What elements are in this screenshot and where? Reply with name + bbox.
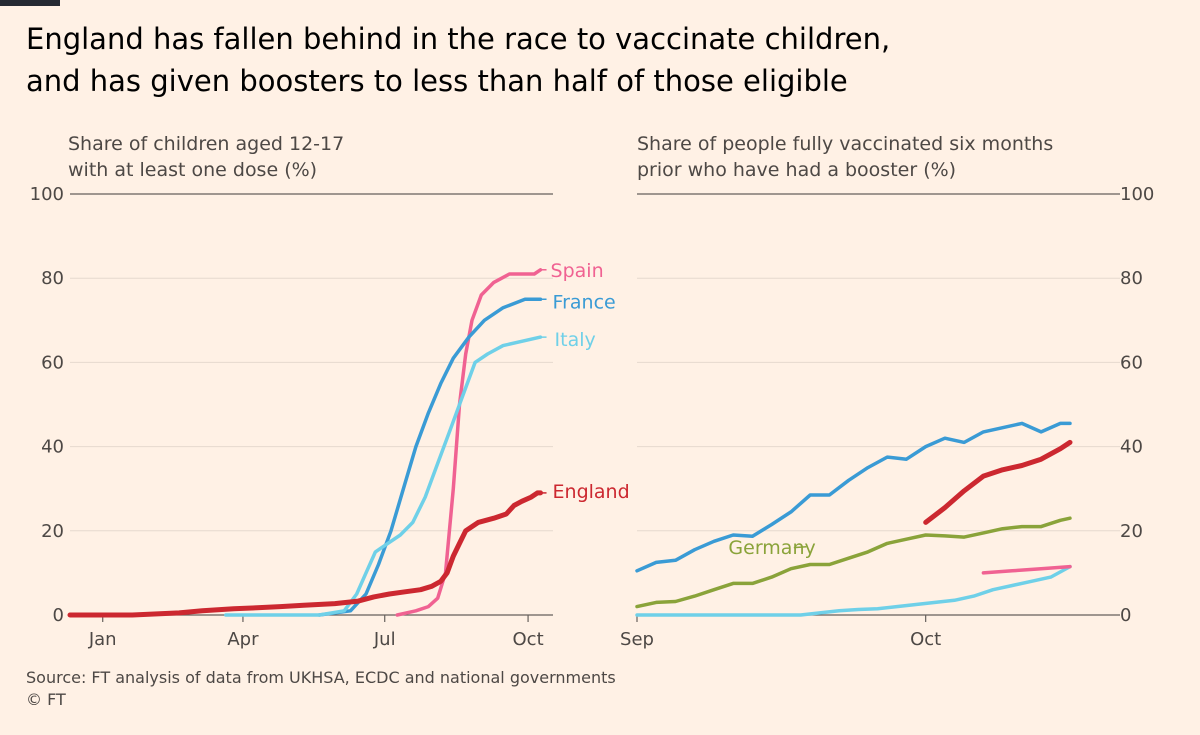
right-x-tick-label-oct: Oct (910, 629, 941, 650)
left-y-tick-label-100: 100 (30, 184, 64, 205)
right-y-tick-label-20: 20 (1120, 521, 1143, 542)
right-series-line-series-2 (923, 439, 1073, 525)
right-chart-subtitle-line-2: prior who have had a booster (%) (637, 159, 957, 181)
copyright: © FT (26, 690, 66, 709)
left-series-line-italy (224, 335, 543, 617)
top-bar (0, 0, 60, 6)
left-x-tick-label-jan: Jan (88, 629, 117, 650)
left-x-tick-label-apr: Apr (227, 629, 259, 650)
headline: England has fallen behind in the race to… (26, 18, 1176, 102)
left-y-tick-label-60: 60 (41, 352, 64, 373)
left-y-tick-label-0: 0 (53, 605, 64, 626)
left-x-tick-label-oct: Oct (513, 629, 544, 650)
left-x-tick-label-jul: Jul (373, 629, 396, 650)
left-series-label-england: England (553, 481, 630, 503)
right-y-tick-label-60: 60 (1120, 352, 1143, 373)
left-series-line-spain (395, 268, 543, 617)
left-y-tick-label-80: 80 (41, 268, 64, 289)
left-y-tick-label-40: 40 (41, 437, 64, 458)
left-y-tick-label-20: 20 (41, 521, 64, 542)
right-y-tick-label-40: 40 (1120, 437, 1143, 458)
right-series-line-series-3 (635, 564, 1072, 617)
right-series-label-germany: Germany (728, 537, 815, 559)
right-series-line-germany (635, 516, 1072, 609)
headline-line-1: England has fallen behind in the race to… (26, 22, 891, 56)
right-y-tick-label-80: 80 (1120, 268, 1143, 289)
right-x-tick-label-sep: Sep (620, 629, 654, 650)
left-series-label-france: France (553, 291, 616, 313)
left-series-line-france (317, 297, 543, 617)
left-series-line-england (67, 490, 543, 618)
right-series-line-series-0 (635, 421, 1072, 573)
right-chart-subtitle-line-1: Share of people fully vaccinated six mon… (637, 133, 1054, 155)
left-chart-subtitle: Share of children aged 12-17 with at lea… (68, 131, 488, 183)
left-chart-subtitle-line-2: with at least one dose (%) (68, 159, 318, 181)
left-series-label-italy: Italy (555, 329, 596, 351)
right-series-line-series-4 (981, 564, 1072, 575)
right-y-tick-label-100: 100 (1120, 184, 1154, 205)
source-note: Source: FT analysis of data from UKHSA, … (26, 668, 616, 687)
left-series-label-spain: Spain (551, 260, 604, 282)
right-y-tick-label-0: 0 (1120, 605, 1131, 626)
right-label-leader-germany (793, 546, 807, 549)
left-chart-subtitle-line-1: Share of children aged 12-17 (68, 133, 345, 155)
right-chart-subtitle: Share of people fully vaccinated six mon… (637, 131, 1137, 183)
headline-line-2: and has given boosters to less than half… (26, 64, 848, 98)
